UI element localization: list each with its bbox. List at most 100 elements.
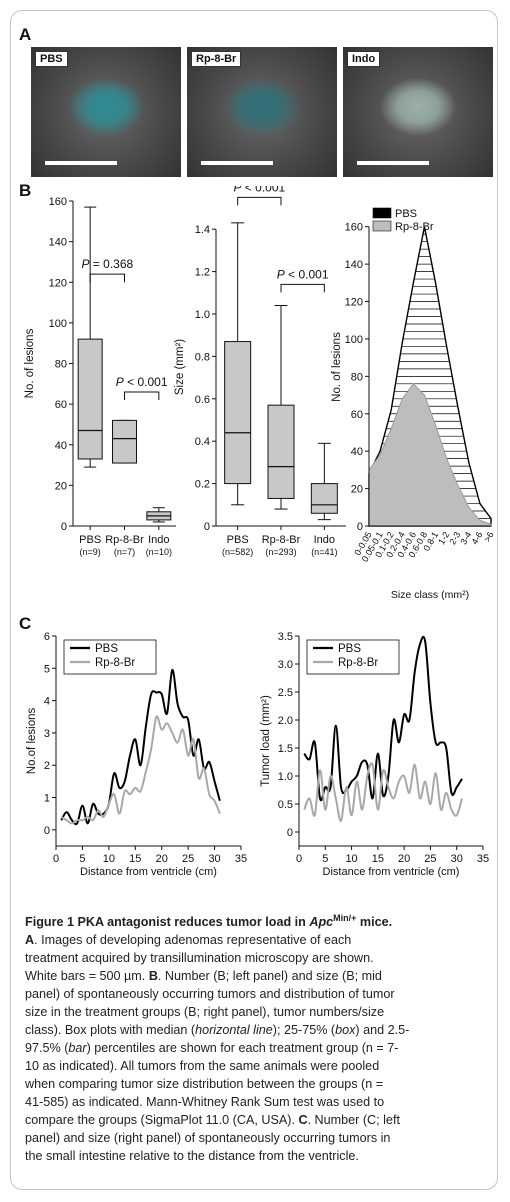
- y-tick-label: 20: [55, 480, 67, 492]
- y-tick-label: 2.5: [278, 687, 293, 699]
- caption-text: when comparing tumor size distribution b…: [25, 1077, 384, 1092]
- x-axis-label: Distance from ventricle (cm): [323, 866, 460, 878]
- photo-rp-8-br: Rp-8-Br: [187, 47, 337, 177]
- y-axis-label: Size (mm²): [174, 339, 186, 395]
- figure-caption: Figure 1 PKA antagonist reduces tumor lo…: [25, 909, 487, 1165]
- x-tick-label: 35: [477, 853, 489, 865]
- panel-letter-a: A: [19, 25, 32, 44]
- box-Rp-8-Br: [112, 419, 137, 464]
- caption-line: 10 as indicated). All tumors from the sa…: [25, 1057, 487, 1075]
- series-line-PBS: [303, 635, 463, 802]
- legend-box: [63, 639, 157, 675]
- x-tick-label: 10: [103, 853, 115, 865]
- caption-italic: box: [335, 1023, 356, 1038]
- y-tick-label: 60: [55, 399, 67, 411]
- y-tick-label: 0: [287, 827, 293, 839]
- y-tick-label: 1.5: [278, 743, 293, 755]
- group-n-label: (n=7): [114, 547, 135, 557]
- x-tick-label: 30: [451, 853, 463, 865]
- caption-title-text: Figure 1 PKA antagonist reduces tumor lo…: [25, 915, 310, 930]
- y-tick-label: 120: [49, 277, 67, 289]
- scale-bar: [201, 161, 273, 165]
- x-tick-label: 20: [156, 853, 168, 865]
- caption-line: A. Images of developing adenomas represe…: [25, 931, 487, 949]
- box-PBS: [77, 338, 103, 460]
- x-tick-label: 0: [53, 853, 59, 865]
- series-line-Rp-8-Br: [303, 762, 463, 822]
- y-tick-label: 140: [345, 259, 363, 271]
- y-tick-label: 100: [49, 318, 67, 330]
- photo-label-rp-8-br: Rp-8-Br: [191, 51, 242, 67]
- group-n-label: (n=10): [146, 547, 172, 557]
- x-tick-label: >6: [482, 530, 496, 544]
- y-tick-label: 3: [44, 728, 50, 740]
- caption-text: panel) of spontaneously occurring tumors…: [25, 987, 395, 1002]
- significance-bracket: [237, 196, 282, 206]
- chart-lesions-vs-distance: 0 1 2 3 4 5 6 0 5 10 15 20 25 30 35 Distance from ventr…: [26, 631, 247, 878]
- group-n-label: (n=9): [80, 547, 101, 557]
- y-tick-label: 80: [351, 371, 363, 383]
- significance-bracket: [124, 391, 160, 400]
- caption-text: the small intestine relative to the dist…: [25, 1149, 359, 1164]
- y-tick-label: 0.5: [278, 799, 293, 811]
- y-tick-label: 2: [44, 760, 50, 772]
- category-label: Rp-8-Br: [262, 534, 301, 546]
- category-label: Indo: [314, 534, 335, 546]
- caption-line: 41-585) as indicated. Mann-Whitney Rank …: [25, 1093, 487, 1111]
- significance-bracket: [280, 283, 325, 293]
- photo-label-pbs: PBS: [35, 51, 68, 67]
- y-tick-label: 2.0: [278, 715, 293, 727]
- box-Rp-8-Br: [267, 404, 295, 499]
- caption-text: 41-585) as indicated. Mann-Whitney Rank …: [25, 1095, 385, 1110]
- legend-label: Rp-8-Br: [395, 221, 434, 233]
- p-value-label: P < 0.001: [116, 375, 168, 389]
- box-Indo: [310, 483, 338, 514]
- photo-pbs: PBS: [31, 47, 181, 177]
- legend-label: PBS: [95, 643, 118, 655]
- caption-title-gene: Apc: [309, 915, 334, 930]
- caption-line: treatment acquired by transillumination …: [25, 949, 487, 967]
- y-tick-label: 3.5: [278, 631, 293, 643]
- area-rp-8-br: [368, 383, 492, 527]
- box-PBS: [224, 341, 252, 485]
- x-tick-label: 30: [208, 853, 220, 865]
- y-tick-label: 140: [49, 237, 67, 249]
- category-label: PBS: [227, 534, 249, 546]
- series-line-PBS: [60, 668, 221, 826]
- caption-line: compare the groups (SigmaPlot 11.0 (CA, …: [25, 1111, 487, 1129]
- scale-bar: [45, 161, 117, 165]
- legend-swatch-PBS: [372, 207, 392, 219]
- y-tick-label: 0: [204, 521, 210, 533]
- caption-text: size in the treatment groups (B; right p…: [25, 1005, 385, 1020]
- photo-label-indo: Indo: [347, 51, 381, 67]
- category-label: PBS: [79, 534, 101, 546]
- caption-title: Figure 1 PKA antagonist reduces tumor lo…: [25, 909, 487, 931]
- y-tick-label: 0: [44, 825, 50, 837]
- legend-label: PBS: [338, 643, 361, 655]
- group-n-label: (n=293): [265, 547, 296, 557]
- chart-size-box: 0 0.2 0.4 0.6 0.8 1.0 1.2 1.4 Size (mm²) PBS(n=58…: [174, 186, 346, 557]
- group-n-label: (n=41): [311, 547, 337, 557]
- y-tick-label: 5: [44, 663, 50, 675]
- y-tick-label: 6: [44, 631, 50, 643]
- x-tick-label: 15: [129, 853, 141, 865]
- caption-line: the small intestine relative to the dist…: [25, 1147, 487, 1165]
- x-tick-label: 5: [322, 853, 328, 865]
- legend-label: PBS: [395, 208, 417, 220]
- caption-line: panel) of spontaneously occurring tumors…: [25, 985, 487, 1003]
- legend-label: Rp-8-Br: [95, 657, 135, 669]
- y-tick-label: 1.0: [195, 309, 210, 321]
- caption-text: ) and 2.5-: [355, 1023, 410, 1038]
- group-n-label: (n=582): [222, 547, 253, 557]
- x-axis-label: Distance from ventricle (cm): [80, 866, 217, 878]
- x-tick-label: 10: [345, 853, 357, 865]
- panel-letter-b: B: [19, 181, 32, 200]
- x-tick-label: 20: [398, 853, 410, 865]
- y-axis-label: No.of lesions: [26, 708, 38, 775]
- y-tick-label: 120: [345, 297, 363, 309]
- caption-text: 97.5% (: [25, 1041, 69, 1056]
- caption-text: compare the groups (SigmaPlot 11.0 (CA, …: [25, 1113, 299, 1128]
- p-value-label: P = 0.368: [81, 257, 133, 271]
